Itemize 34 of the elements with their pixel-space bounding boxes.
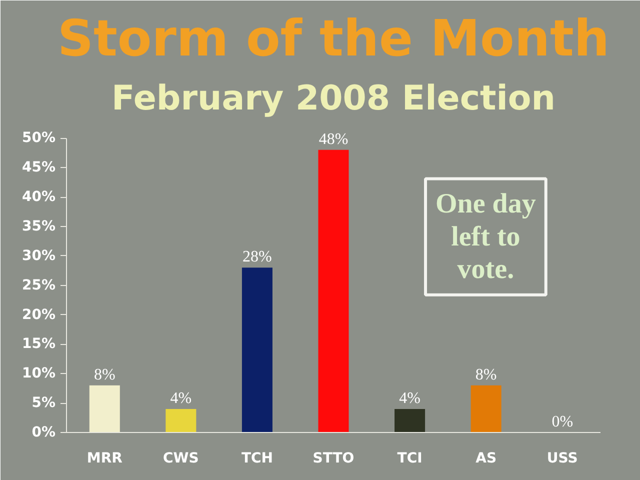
data-label: 48% [318,130,348,148]
x-tick-label: STTO [312,450,354,466]
data-label: 8% [475,366,497,384]
y-tick-label: 25% [22,277,56,294]
x-tick-label: TCH [241,450,273,466]
y-tick-label: 50% [22,130,56,146]
bar [470,385,502,432]
bar [394,408,426,432]
y-tick-label: 5% [32,395,56,412]
x-tick-label: CWS [163,450,199,466]
data-label: 0% [552,414,574,430]
y-tick-label: 30% [22,248,56,264]
y-tick-label: 35% [22,218,56,234]
bar [318,150,349,432]
bar [242,268,272,432]
y-tick-label: 15% [22,336,56,352]
chart-title: Storm of the Month [58,10,610,68]
x-tick-label: MRR [86,450,123,466]
y-tick-label: 0% [32,424,56,440]
y-tick-label: 10% [22,366,56,382]
x-tick-label: AS [476,450,497,466]
bar [166,408,196,432]
x-tick-label: USS [546,450,578,466]
data-label: 4% [170,390,192,407]
bar [89,385,120,432]
x-tick-label: TCI [397,450,422,466]
y-tick-label: 20% [22,306,56,323]
y-tick-label: 45% [22,160,56,176]
data-label: 8% [94,366,116,384]
y-tick-label: 40% [22,189,56,206]
data-label: 4% [399,390,420,407]
data-label: 28% [242,248,272,266]
chart-subtitle: February 2008 Election [112,78,556,118]
annotation: One day left to vote. [436,188,536,285]
